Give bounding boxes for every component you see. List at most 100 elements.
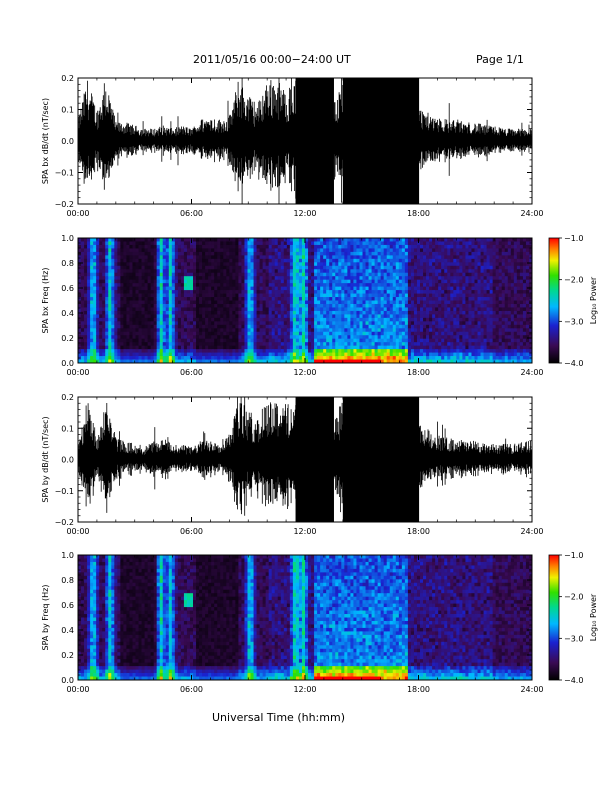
spectrogram-cell: [99, 276, 103, 281]
spectrogram-cell: [380, 324, 385, 329]
spectrogram-cell: [141, 279, 145, 284]
spectrogram-cell: [235, 258, 239, 263]
spectrogram-cell: [456, 335, 460, 340]
spectrogram-cell: [465, 269, 469, 274]
spectrogram-cell: [129, 293, 133, 298]
spectrogram-cell: [356, 276, 360, 281]
spectrogram-cell: [468, 307, 472, 312]
spectrogram-cell: [78, 272, 82, 277]
spectrogram-cell: [453, 328, 457, 333]
spectrogram-cell: [183, 272, 188, 277]
spectrogram-cell: [371, 248, 376, 253]
spectrogram-cell: [111, 269, 115, 274]
spectrogram-cell: [432, 352, 436, 357]
spectrogram-cell: [471, 359, 475, 364]
spectrogram-cell: [105, 307, 109, 312]
spectrogram-cell: [174, 238, 179, 242]
spectrogram-cell: [483, 310, 487, 315]
spectrogram-cell: [108, 238, 112, 242]
spectrogram-cell: [326, 314, 330, 319]
spectrogram-cell: [332, 324, 336, 329]
spectrogram-cell: [162, 307, 167, 312]
spectrogram-cell: [465, 300, 469, 305]
spectrogram-cell: [102, 272, 106, 277]
spectrogram-cell: [326, 335, 330, 340]
spectrogram-cell: [453, 265, 457, 270]
spectrogram-cell: [468, 286, 472, 291]
spectrogram-cell: [429, 324, 433, 329]
spectrogram-cell: [462, 269, 466, 274]
spectrogram-cell: [450, 276, 454, 281]
spectrogram-cell: [368, 265, 372, 270]
spectrogram-cell: [444, 276, 448, 281]
spectrogram-cell: [471, 356, 475, 360]
spectrogram-cell: [308, 244, 312, 249]
spectrogram-cell: [217, 307, 221, 312]
spectrogram-cell: [474, 258, 478, 263]
spectrogram-cell: [229, 265, 233, 270]
spectrogram-cell: [480, 286, 484, 291]
spectrogram-cell: [450, 262, 454, 267]
spectrogram-cell: [196, 349, 200, 353]
spectrogram-cell: [135, 248, 139, 253]
spectrogram-cell: [111, 335, 115, 340]
spectrogram-cell: [174, 338, 179, 343]
spectrogram-cell: [84, 238, 88, 242]
spectrogram-cell: [395, 349, 400, 353]
spectrogram-cell: [268, 345, 273, 350]
spectrogram-cell: [123, 238, 127, 242]
spectrogram-cell: [453, 359, 457, 364]
spectrogram-cell: [353, 342, 357, 347]
spectrogram-cell: [189, 262, 194, 267]
spectrogram-cell: [259, 244, 264, 249]
spectrogram-cell: [90, 241, 94, 246]
spectrogram-cell: [410, 251, 415, 256]
spectrogram-cell: [238, 255, 242, 260]
spectrogram-cell: [120, 265, 124, 270]
spectrogram-cell: [241, 349, 245, 353]
spectrogram-cell: [105, 317, 109, 322]
spectrogram-cell: [377, 335, 382, 340]
spectrogram-cell: [256, 349, 260, 353]
spectrogram-cell: [165, 317, 170, 322]
spectrogram-cell: [150, 356, 155, 360]
spectrogram-cell: [102, 258, 106, 263]
spectrogram-cell: [480, 279, 484, 284]
spectrogram-cell: [326, 303, 330, 308]
spectrogram-cell: [87, 349, 91, 353]
spectrogram-cell: [186, 293, 191, 298]
spectrogram-cell: [314, 349, 318, 353]
spectrogram-cell: [341, 352, 345, 357]
spectrogram-cell: [117, 331, 121, 336]
spectrogram-cell: [362, 290, 366, 294]
spectrogram-cell: [81, 269, 85, 274]
spectrogram-cell: [289, 335, 294, 340]
spectrogram-cell: [259, 335, 264, 340]
spectrogram-cell: [241, 324, 245, 329]
spectrogram-cell: [211, 262, 215, 267]
spectrogram-cell: [483, 255, 487, 260]
spectrogram-cell: [426, 293, 430, 298]
spectrogram-cell: [283, 297, 288, 301]
spectrogram-cell: [474, 265, 478, 270]
spectrogram-cell: [468, 342, 472, 347]
spectrogram-cell: [289, 276, 294, 281]
spectrogram-cell: [404, 293, 409, 298]
spectrogram-cell: [308, 352, 312, 357]
spectrogram-cell: [81, 276, 85, 281]
spectrogram-cell: [283, 238, 288, 242]
spectrogram-cell: [208, 331, 212, 336]
spectrogram-cell: [380, 335, 385, 340]
spectrogram-cell: [374, 251, 379, 256]
spectrogram-cell: [326, 265, 330, 270]
spectrogram-cell: [395, 359, 400, 364]
spectrogram-cell: [344, 283, 348, 288]
spectrogram-cell: [374, 258, 379, 263]
spectrogram-cell: [468, 251, 472, 256]
spectrogram-cell: [401, 356, 406, 360]
spectrogram-cell: [223, 307, 227, 312]
spectrogram-cell: [144, 307, 149, 312]
spectrogram-cell: [392, 303, 397, 308]
spectrogram-cell: [180, 321, 185, 326]
spectrogram-cell: [383, 248, 388, 253]
